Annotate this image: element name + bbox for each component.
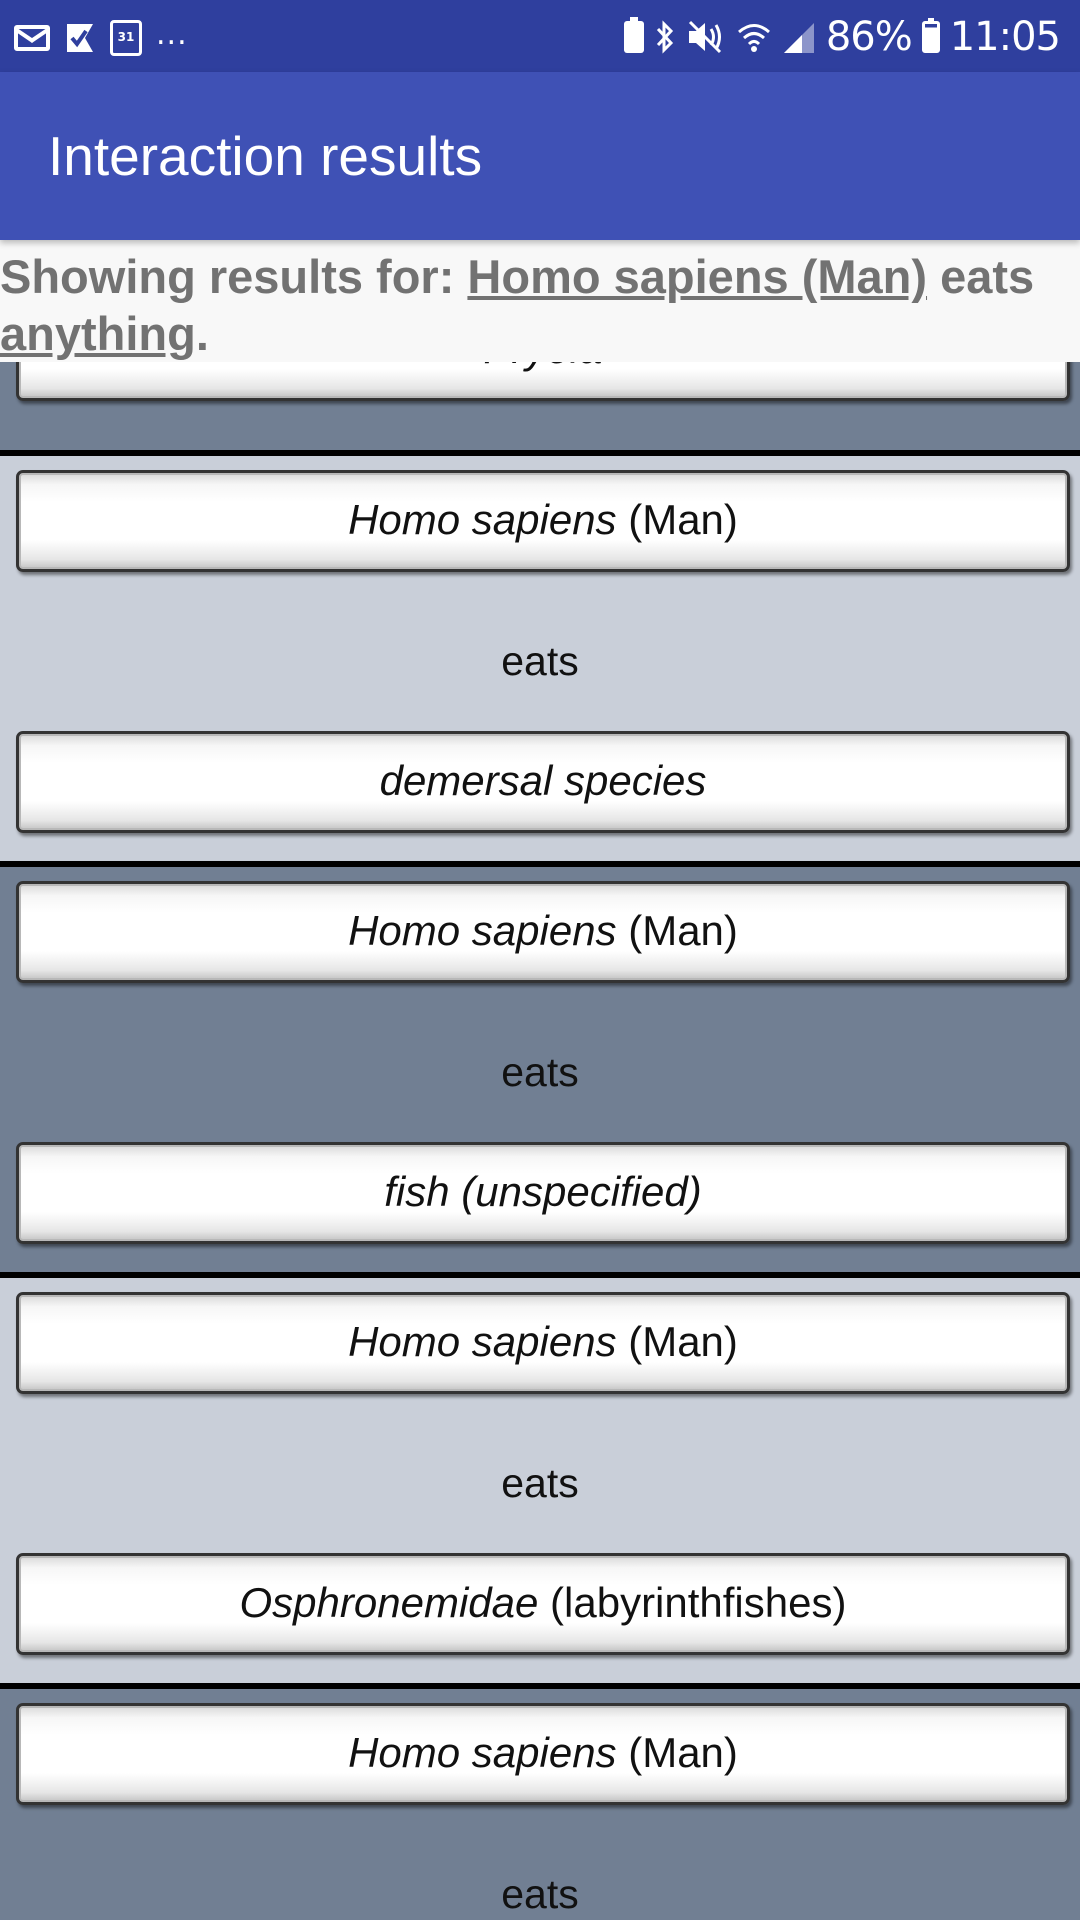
taxon-scientific-name: Homo sapiens (348, 1318, 617, 1365)
taxon-scientific-name: demersal species (379, 757, 707, 804)
separator (0, 450, 1080, 456)
taxon-common-name: (Man) (616, 496, 738, 543)
subject-taxon-button[interactable]: Homo sapiens (Man) (16, 470, 1070, 572)
signal-icon (783, 23, 814, 53)
interaction-verb: eats (501, 1460, 579, 1506)
interaction-card: Homo sapiens (Man) eats fish (unspecifie… (0, 867, 1080, 1272)
taxon-scientific-name: Osphronemidae (239, 1579, 539, 1626)
interaction-card: Homo sapiens (Man) eats demersal species (0, 456, 1080, 861)
page-title: Interaction results (48, 125, 483, 187)
separator (0, 1683, 1080, 1689)
clock: 11:05 (949, 14, 1061, 60)
taxon-common-name: (Man) (616, 907, 738, 954)
mute-icon (688, 20, 721, 54)
subject-link[interactable]: Homo sapiens (Man) (467, 250, 928, 303)
results-suffix: . (195, 307, 209, 360)
results-summary: Showing results for: Homo sapiens (Man) … (0, 240, 1080, 362)
wifi-icon (737, 24, 770, 52)
object-taxon-button[interactable]: demersal species (16, 731, 1070, 833)
bluetooth-icon (656, 20, 673, 54)
taxon-common-name: (Man) (616, 1318, 738, 1365)
more-notifications-indicator: ... (156, 17, 188, 52)
app-bar: Interaction results (0, 72, 1080, 240)
status-bar: 31 ... 86% 11:05 (0, 0, 1080, 72)
interaction-verb: eats (501, 638, 579, 684)
subject-taxon-button[interactable]: Homo sapiens (Man) (16, 881, 1070, 983)
system-icons: 86% 11:05 (623, 12, 1061, 62)
object-taxon-button[interactable]: Osphronemidae (labyrinthfishes) (16, 1553, 1070, 1655)
object-link[interactable]: anything (0, 307, 196, 360)
interaction-verb: eats (501, 1049, 579, 1095)
separator (0, 861, 1080, 867)
interaction-card: Homo sapiens (Man) eats (0, 1689, 1080, 1920)
taxon-scientific-name: Homo sapiens (348, 496, 617, 543)
taxon-scientific-name: Homo sapiens (348, 1729, 617, 1776)
object-taxon-button[interactable]: fish (unspecified) (16, 1142, 1070, 1244)
gmail-icon (14, 25, 50, 51)
interaction-card: Homo sapiens (Man) eats Osphronemidae (l… (0, 1278, 1080, 1683)
check-flag-icon (67, 24, 93, 52)
subject-taxon-button[interactable]: Homo sapiens (Man) (16, 1703, 1070, 1805)
battery-percent: 86% (825, 14, 913, 60)
battery-saver-icon (623, 17, 644, 53)
interaction-verb: eats (501, 1871, 579, 1917)
battery-icon (921, 18, 940, 53)
taxon-common-name: (labyrinthfishes) (538, 1579, 847, 1626)
calendar-icon: 31 (110, 20, 142, 56)
subject-taxon-button[interactable]: Homo sapiens (Man) (16, 1292, 1070, 1394)
taxon-scientific-name: fish (unspecified) (384, 1168, 702, 1215)
taxon-common-name: (Man) (616, 1729, 738, 1776)
separator (0, 1272, 1080, 1278)
notification-icons: 31 ... (14, 18, 188, 58)
results-verb: eats (927, 250, 1035, 303)
results-prefix: Showing results for: (0, 250, 468, 303)
taxon-scientific-name: Homo sapiens (348, 907, 617, 954)
